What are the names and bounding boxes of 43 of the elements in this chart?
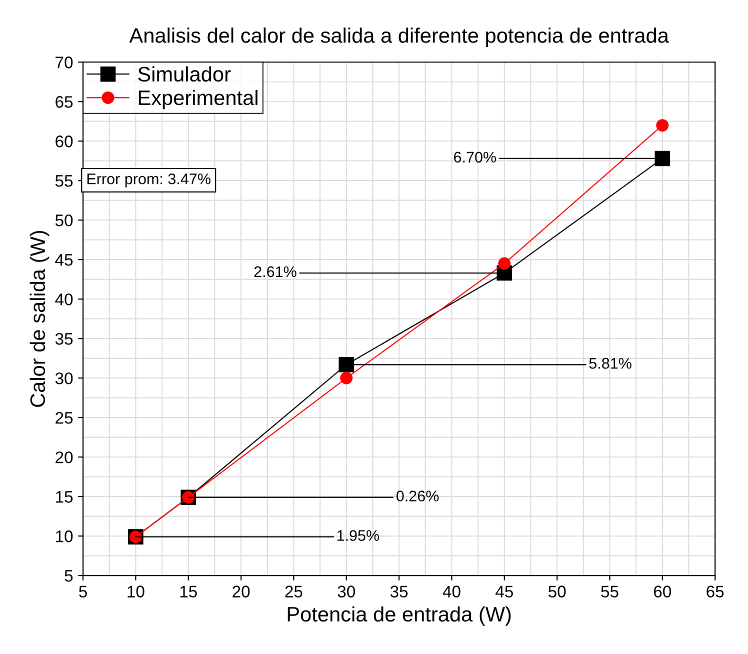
legend-label: Experimental bbox=[138, 90, 258, 110]
y-tick-label: 65 bbox=[56, 96, 73, 108]
x-axis-title: Potencia de entrada (W) bbox=[288, 606, 511, 626]
x-tick-label: 55 bbox=[601, 586, 618, 598]
x-tick-label: 60 bbox=[654, 586, 672, 598]
y-tick-label: 40 bbox=[55, 293, 73, 306]
x-tick-label: 25 bbox=[285, 586, 302, 598]
point bbox=[498, 257, 511, 270]
y-tick-label: 10 bbox=[56, 530, 73, 542]
x-tick-label: 50 bbox=[548, 586, 566, 598]
y-tick-label: 55 bbox=[55, 175, 73, 187]
y-axis-title: Calor de salida (W) bbox=[30, 230, 50, 407]
y-tick-label: 25 bbox=[56, 412, 73, 424]
x-tick-label: 15 bbox=[180, 586, 197, 598]
annotation: 5.81% bbox=[589, 358, 632, 369]
y-tick-label: 50 bbox=[55, 214, 73, 226]
y-tick-label: 35 bbox=[55, 332, 73, 345]
x-tick-label: 10 bbox=[128, 586, 144, 598]
y-tick-label: 45 bbox=[55, 254, 73, 266]
y-tick-label: 30 bbox=[55, 372, 73, 384]
y-tick-label: 20 bbox=[56, 451, 73, 464]
y-tick-label: 60 bbox=[56, 136, 73, 148]
annotation: 1.95% bbox=[337, 530, 380, 541]
point bbox=[340, 372, 353, 384]
x-tick-label: 40 bbox=[442, 586, 460, 598]
x-tick-label: 20 bbox=[232, 586, 250, 598]
y-tick-label: 70 bbox=[56, 56, 73, 68]
x-tick-label: 5 bbox=[79, 586, 87, 598]
x-tick-label: 65 bbox=[706, 586, 724, 598]
annotation: Error prom: 3.47% bbox=[87, 173, 210, 188]
point bbox=[654, 150, 670, 166]
x-tick-label: 30 bbox=[338, 586, 356, 598]
legend-label: Simulador bbox=[138, 66, 231, 82]
y-tick-label: 5 bbox=[64, 570, 73, 582]
x-tick-label: 45 bbox=[496, 586, 513, 598]
chart-title: Analisis del calor de salida a diferente potencia de entrada bbox=[129, 28, 669, 48]
x-tick-label: 35 bbox=[390, 586, 408, 598]
annotation: 0.26% bbox=[396, 490, 439, 502]
annotation: 6.70% bbox=[454, 152, 496, 163]
point bbox=[338, 356, 354, 372]
point bbox=[656, 119, 669, 132]
annotation: 2.61% bbox=[254, 266, 296, 278]
y-tick-label: 15 bbox=[56, 491, 73, 503]
